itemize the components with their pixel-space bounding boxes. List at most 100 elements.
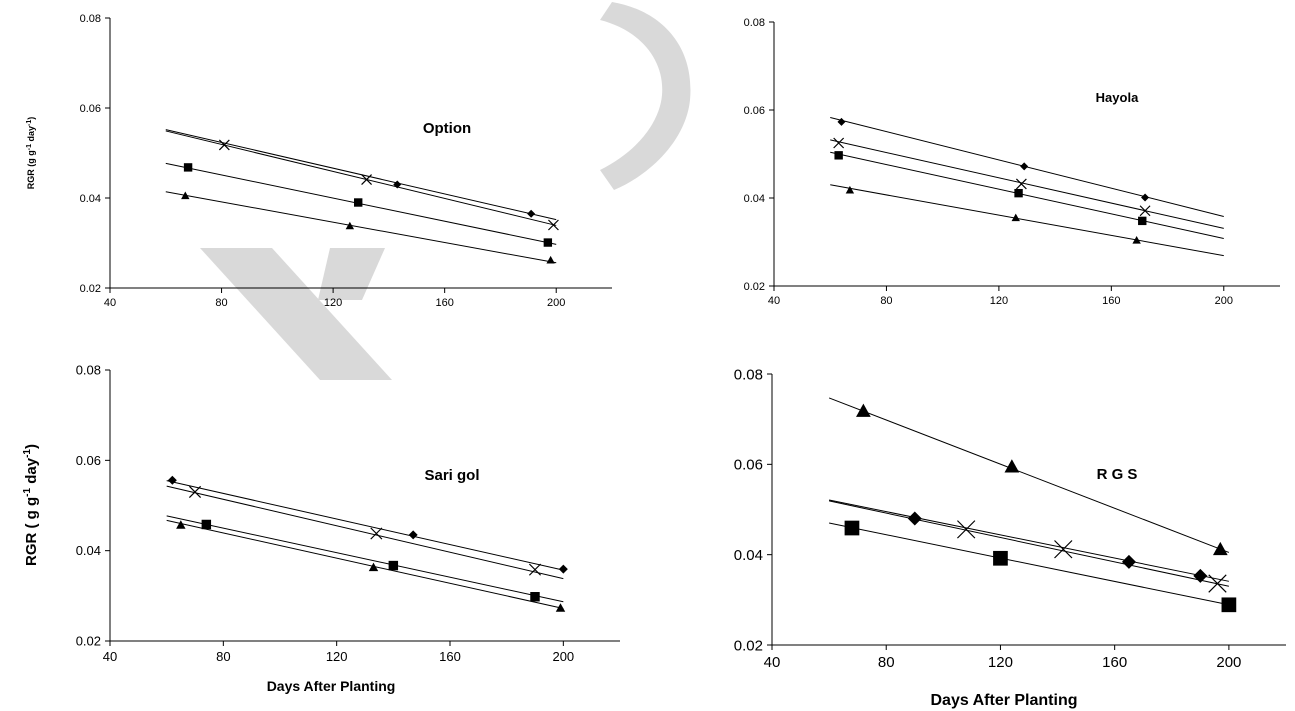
fit-line-diamond [166,480,564,571]
y-tick-label: 0.02 [744,281,765,293]
point-diamond [1121,554,1136,569]
y-tick-labels: 0.02 0.04 0.06 0.08 [744,17,765,293]
x-tick-label: 120 [990,295,1008,307]
x-tick-label: 200 [547,297,565,309]
x-tick-label: 80 [215,297,227,309]
y-tick-label: 0.08 [744,17,765,29]
x-tick-marks [109,288,557,293]
point-cross [548,219,559,231]
point-cross [188,485,202,498]
point-square [1138,216,1147,226]
point-square [530,592,540,602]
x-tick-label: 160 [1102,295,1120,307]
y-tick-marks [105,369,110,642]
x-tick-label: 40 [103,649,117,664]
y-tick-label: 0.08 [80,13,101,25]
point-square [1014,188,1023,198]
y-axis-label: RGR ( g g-1 day-1) [22,444,40,566]
point-square [388,560,399,571]
fit-line-cross [165,130,557,226]
x-tick-label: 80 [880,295,892,307]
x-tick-labels: 40 80 120 160 200 [104,297,566,309]
chart-title: Sari gol [424,467,479,484]
point-cross [1139,205,1151,217]
point-cross [370,527,383,540]
point-triangle [1132,236,1141,244]
y-tick-label: 0.04 [744,193,765,205]
y-tick-labels: 0.02 0.04 0.06 0.08 [76,363,101,649]
point-cross [833,137,845,149]
fit-line-triangle [830,184,1224,257]
point-square [354,198,363,207]
point-square [1221,597,1237,613]
y-tick-label: 0.08 [76,363,101,378]
point-cross [528,563,542,576]
point-square [834,151,843,160]
point-diamond [393,180,402,189]
x-tick-label: 160 [1102,654,1127,671]
x-tick-labels: 40 80 120 160 200 [103,649,574,664]
y-tick-label: 0.02 [76,634,101,649]
point-triangle [1004,459,1020,473]
x-tick-label: 200 [1215,295,1233,307]
fit-line-cross [166,485,564,580]
y-tick-labels: 0.02 0.04 0.06 0.08 [80,13,101,295]
x-tick-label: 200 [552,649,574,664]
x-tick-label: 200 [1216,654,1241,671]
x-tick-label: 120 [326,649,348,664]
fit-line-triangle [165,191,557,264]
fit-line-cross [830,139,1224,229]
point-triangle [555,603,566,612]
x-tick-label: 80 [878,654,895,671]
y-tick-marks [769,21,774,287]
fit-line-square [166,515,564,603]
fit-line-triangle [166,519,564,609]
point-cross [957,520,976,539]
x-tick-label: 120 [324,297,342,309]
x-tick-label: 120 [988,654,1013,671]
point-triangle [345,221,355,230]
fit-line-diamond [165,129,557,221]
data-points [844,403,1237,613]
y-tick-label: 0.06 [734,457,763,474]
y-tick-label: 0.04 [80,193,101,205]
x-tick-labels: 40 80 120 160 200 [768,295,1233,307]
point-cross [1015,178,1027,190]
y-tick-marks [767,373,772,646]
point-triangle [176,520,186,529]
point-triangle [1011,213,1020,222]
y-tick-label: 0.02 [734,637,763,654]
x-tick-marks [773,286,1225,291]
chart-title: Hayola [1096,90,1139,105]
x-tick-labels: 40 80 120 160 200 [764,654,1242,671]
point-diamond [558,564,568,574]
point-square [201,519,212,530]
fit-line-diamond [829,499,1229,582]
data-points [833,117,1151,244]
x-tick-label: 40 [764,654,781,671]
point-triangle [368,562,379,572]
y-tick-label: 0.06 [744,105,765,117]
point-diamond [837,117,846,126]
point-square [183,163,193,172]
fit-line-square [830,151,1224,239]
x-tick-marks [771,645,1230,650]
panel-sari-gol: 40 80 120 160 200 0.020.040.060.08 Sari gol … [22,363,620,694]
x-tick-label: 40 [768,295,780,307]
chart-title: R G S [1097,466,1138,483]
y-tick-label: 0.06 [80,103,101,115]
point-triangle [856,403,871,417]
watermark [200,2,691,380]
point-diamond [907,511,922,526]
fit-line-cross [829,500,1229,587]
fit-lines [828,397,1230,606]
y-tick-label: 0.04 [76,543,101,558]
point-cross [1054,540,1073,559]
fit-lines [166,480,564,609]
x-tick-label: 160 [439,649,461,664]
point-diamond [408,530,418,540]
x-tick-label: 80 [216,649,230,664]
y-tick-labels: 0.02 0.04 0.06 0.08 [734,366,763,654]
chart-title: Option [423,120,471,137]
point-diamond [1020,162,1029,171]
